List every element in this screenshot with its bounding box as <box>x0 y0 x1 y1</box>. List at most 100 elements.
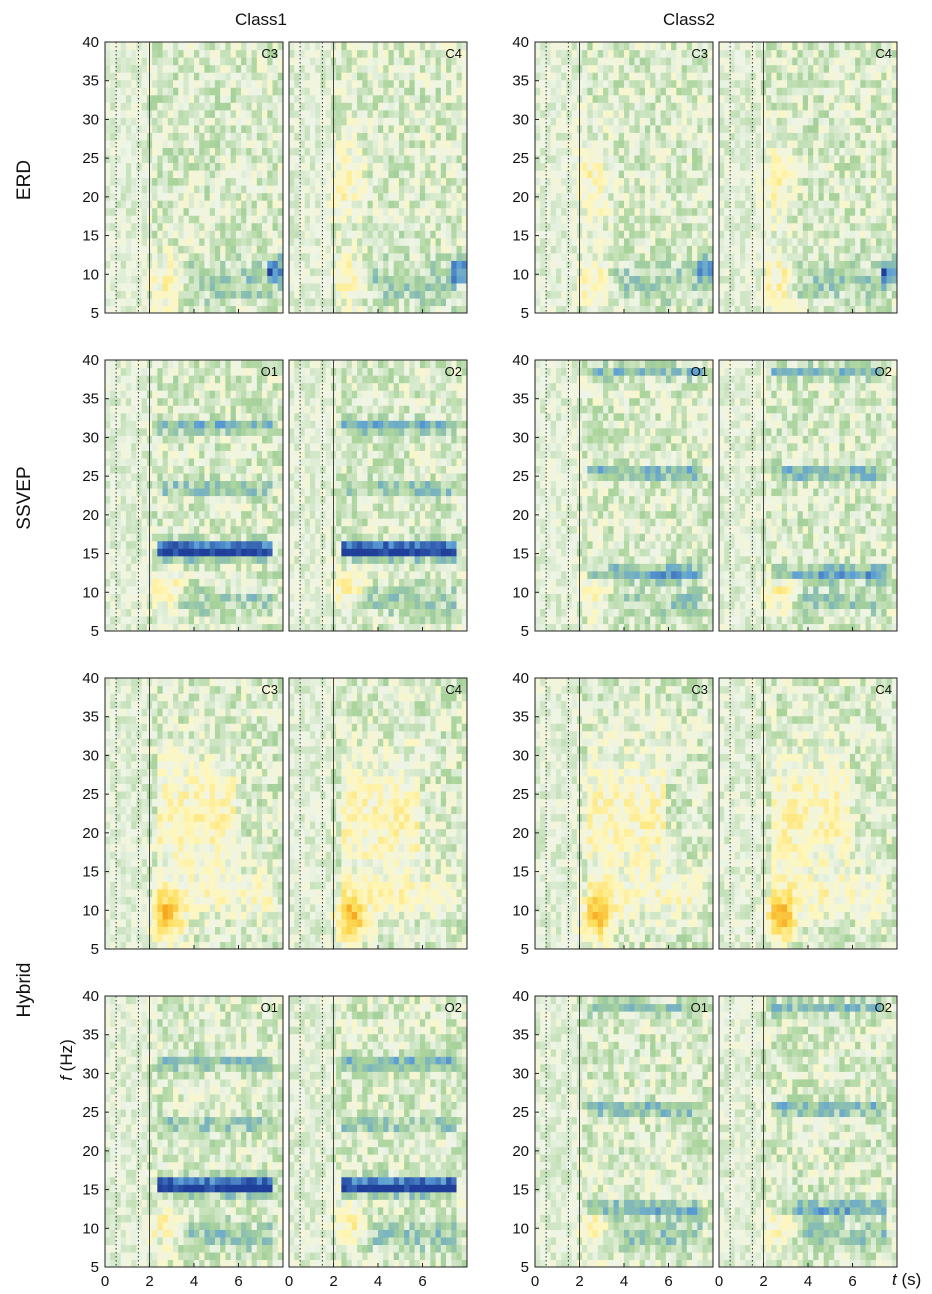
heatmap-cell <box>409 64 416 73</box>
heatmap-cell <box>771 192 778 201</box>
heatmap-cell <box>729 207 736 216</box>
heatmap-cell <box>235 72 242 81</box>
heatmap-cell <box>624 162 630 171</box>
heatmap-cell <box>378 192 384 201</box>
heatmap-cell <box>299 245 306 254</box>
heatmap-cell <box>194 139 200 148</box>
heatmap-cell <box>461 94 467 103</box>
heatmap-cell <box>734 64 741 73</box>
heatmap-cell <box>383 192 390 201</box>
heatmap-cell <box>844 275 851 284</box>
heatmap-cell <box>561 192 568 201</box>
heatmap-cell <box>451 177 458 186</box>
heatmap-cell <box>461 117 467 126</box>
heatmap-cell <box>839 132 846 141</box>
heatmap-cell <box>120 207 127 216</box>
heatmap-cell <box>125 245 132 254</box>
heatmap-cell <box>692 177 698 186</box>
heatmap-cell <box>315 237 322 246</box>
heatmap-cell <box>451 139 458 148</box>
heatmap-cell <box>435 162 442 171</box>
heatmap-cell <box>608 290 615 299</box>
heatmap-cell <box>876 169 882 179</box>
heatmap-cell <box>362 252 369 261</box>
heatmap-cell <box>802 87 809 96</box>
heatmap-cell <box>855 185 861 194</box>
heatmap-cell <box>665 185 672 194</box>
heatmap-cell <box>655 42 662 51</box>
heatmap-cell <box>707 87 713 96</box>
heatmap-cell <box>771 237 778 246</box>
heatmap-cell <box>299 154 306 164</box>
heatmap-cell <box>719 207 725 216</box>
heatmap-cell <box>167 305 174 313</box>
heatmap-cell <box>277 79 283 88</box>
heatmap-cell <box>194 185 200 194</box>
heatmap-cell <box>618 132 625 141</box>
heatmap-cell <box>446 305 452 313</box>
heatmap-cell <box>891 72 897 81</box>
heatmap-cell <box>246 109 253 118</box>
heatmap-cell <box>839 230 846 239</box>
heatmap-cell <box>624 79 630 88</box>
heatmap-cell <box>451 132 458 141</box>
heatmap-cell <box>781 139 788 148</box>
heatmap-cell <box>451 207 458 216</box>
heatmap-cell <box>289 192 295 201</box>
heatmap-cell <box>644 252 651 261</box>
heatmap-cell <box>425 109 431 118</box>
heatmap-cell <box>220 139 227 148</box>
heatmap-cell <box>209 102 216 111</box>
heatmap-cell <box>849 185 856 194</box>
heatmap-cell <box>162 230 169 239</box>
heatmap-cell <box>603 132 609 141</box>
heatmap-cell <box>435 290 442 299</box>
heatmap-cell <box>792 87 799 96</box>
heatmap-cell <box>771 230 778 239</box>
heatmap-cell <box>220 237 227 246</box>
heatmap-cell <box>304 282 311 292</box>
heatmap-cell <box>808 267 814 276</box>
heatmap-cell <box>582 64 588 73</box>
heatmap-cell <box>120 139 127 148</box>
heatmap-cell <box>597 57 604 66</box>
heatmap-cell <box>409 79 416 88</box>
heatmap-cell <box>131 207 138 216</box>
y-tick-label: 15 <box>82 228 99 245</box>
heatmap-cell <box>808 222 814 231</box>
heatmap-cell <box>750 64 757 73</box>
heatmap-cell <box>876 154 882 164</box>
heatmap-cell <box>702 200 709 209</box>
heatmap-cell <box>629 147 636 156</box>
heatmap-cell <box>597 215 604 224</box>
heatmap-cell <box>860 185 867 194</box>
heatmap-cell <box>251 230 258 239</box>
heatmap-cell <box>304 102 311 111</box>
heatmap-cell <box>115 109 122 118</box>
heatmap-cell <box>120 162 127 171</box>
heatmap-cell <box>582 275 588 284</box>
heatmap-cell <box>644 139 651 148</box>
heatmap-cell <box>755 109 762 118</box>
heatmap-cell <box>707 222 713 231</box>
heatmap-cell <box>555 79 562 88</box>
heatmap-cell <box>336 162 342 171</box>
heatmap-cell <box>440 124 447 133</box>
heatmap-cell <box>876 109 882 118</box>
heatmap-cell <box>844 252 851 261</box>
heatmap-cell <box>681 267 688 276</box>
heatmap-cell <box>294 102 301 111</box>
heatmap-cell <box>734 252 741 261</box>
heatmap-cell <box>409 124 416 133</box>
heatmap-cell <box>194 275 200 284</box>
heatmap-cell <box>681 222 688 231</box>
heatmap-cell <box>251 282 258 292</box>
heatmap-cell <box>235 177 242 186</box>
heatmap-cell <box>566 267 573 276</box>
heatmap-cell <box>235 252 242 261</box>
heatmap-cell <box>634 275 641 284</box>
heatmap-cell <box>194 290 200 299</box>
heatmap-cell <box>834 192 841 201</box>
heatmap-cell <box>299 252 306 261</box>
heatmap-cell <box>188 147 195 156</box>
